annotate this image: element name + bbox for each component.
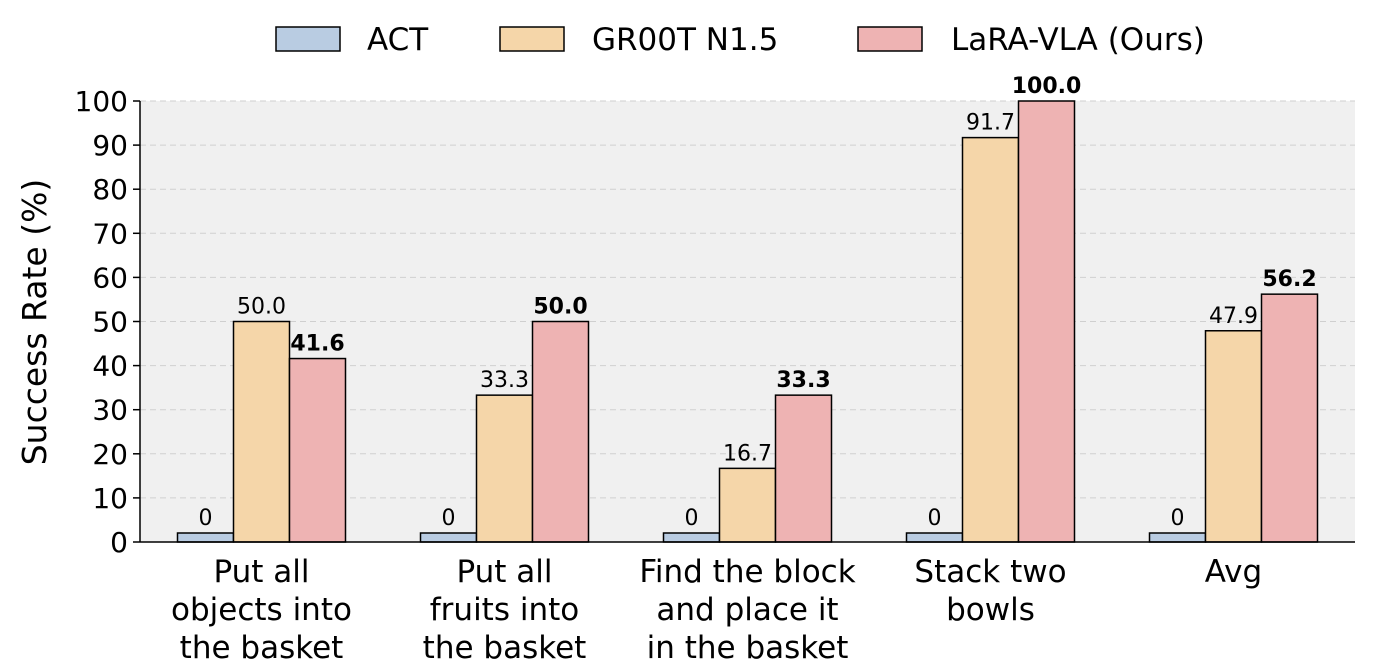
y-tick-label: 80 bbox=[92, 173, 128, 206]
y-tick-label: 90 bbox=[92, 129, 128, 162]
legend-label: ACT bbox=[367, 22, 429, 58]
y-tick-label: 100 bbox=[75, 85, 128, 118]
x-category-labels: Put all objects into the basket Put all frui… bbox=[171, 554, 1262, 666]
bar-act-3 bbox=[905, 532, 964, 543]
y-tick-label: 10 bbox=[92, 482, 128, 515]
y-tick-label: 70 bbox=[92, 217, 128, 250]
legend-label: LaRA-VLA (Ours) bbox=[951, 22, 1205, 58]
x-category-label: Find the block and place it in the basket bbox=[639, 554, 855, 666]
bar-value-label: 56.2 bbox=[1262, 267, 1316, 292]
bar-lara-vla-ours--2 bbox=[774, 394, 833, 543]
bar-value-label: 47.9 bbox=[1209, 304, 1258, 329]
bar-act-2 bbox=[662, 532, 721, 543]
bar-gr00t-n1-5-2 bbox=[718, 467, 777, 543]
bar-value-label: 0 bbox=[1171, 506, 1185, 531]
bar-value-label: 16.7 bbox=[723, 441, 772, 466]
y-ticks: 0 10 20 30 40 50 60 70 80 90 100 bbox=[75, 85, 140, 559]
bar-act-0 bbox=[176, 532, 235, 543]
bar-gr00t-n1-5-1 bbox=[475, 394, 534, 543]
bar-value-label: 33.3 bbox=[776, 368, 830, 393]
x-category-label: Put all fruits into the basket bbox=[423, 554, 587, 666]
bar-lara-vla-ours--4 bbox=[1260, 293, 1319, 543]
bar-value-label: 0 bbox=[685, 506, 699, 531]
bar-lara-vla-ours--3 bbox=[1017, 100, 1076, 543]
bar-lara-vla-ours--1 bbox=[531, 320, 590, 543]
bar-lara-vla-ours--0 bbox=[288, 357, 347, 543]
bar-value-label: 50.0 bbox=[237, 295, 286, 320]
x-category-label: Avg bbox=[1205, 554, 1262, 590]
bar-value-label: 0 bbox=[442, 506, 456, 531]
y-tick-label: 40 bbox=[92, 350, 128, 383]
bar-act-4 bbox=[1148, 532, 1207, 543]
legend: ACT GR00T N1.5 LaRA-VLA (Ours) bbox=[275, 22, 1205, 58]
bar-value-label: 91.7 bbox=[966, 111, 1015, 136]
bar-value-label: 33.3 bbox=[480, 368, 529, 393]
bar-value-label: 100.0 bbox=[1012, 74, 1082, 99]
bar-gr00t-n1-5-3 bbox=[961, 136, 1020, 543]
bar-act-1 bbox=[419, 532, 478, 543]
bar-value-label: 0 bbox=[199, 506, 213, 531]
bar-value-label: 50.0 bbox=[533, 295, 587, 320]
y-tick-label: 60 bbox=[92, 261, 128, 294]
y-axis-label: Success Rate (%) bbox=[15, 179, 54, 466]
value-labels: 050.041.6033.350.0016.733.3091.7100.0047… bbox=[199, 74, 1317, 531]
y-tick-label: 50 bbox=[92, 306, 128, 339]
bar-gr00t-n1-5-0 bbox=[232, 320, 291, 543]
bar-value-label: 0 bbox=[928, 506, 942, 531]
legend-swatch bbox=[499, 26, 565, 52]
x-category-label: Put all objects into the basket bbox=[171, 554, 352, 666]
y-tick-label: 0 bbox=[110, 526, 128, 559]
x-category-label: Stack two bowls bbox=[914, 554, 1066, 628]
bar-value-label: 41.6 bbox=[290, 332, 344, 357]
bar-gr00t-n1-5-4 bbox=[1204, 330, 1263, 543]
legend-swatch bbox=[275, 26, 341, 52]
y-tick-label: 30 bbox=[92, 394, 128, 427]
y-tick-label: 20 bbox=[92, 438, 128, 471]
bars bbox=[176, 100, 1319, 543]
legend-label: GR00T N1.5 bbox=[592, 22, 778, 58]
legend-swatch bbox=[857, 26, 923, 52]
